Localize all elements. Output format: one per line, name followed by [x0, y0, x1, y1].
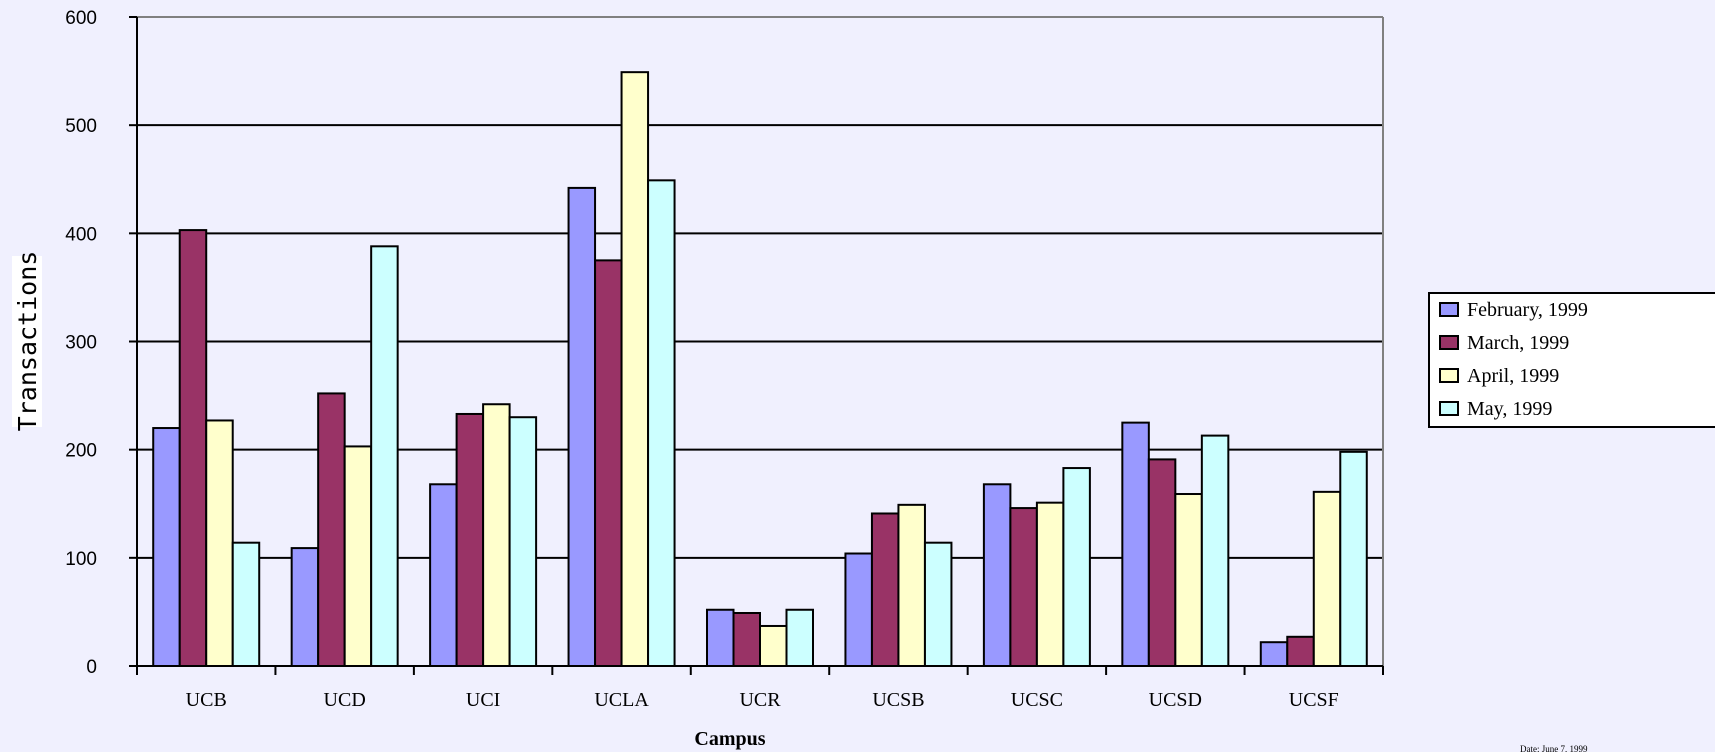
- x-tick-label: UCSB: [872, 689, 924, 711]
- bar-ucsc-series-3: [1035, 501, 1065, 667]
- legend-label: April, 1999: [1467, 365, 1559, 387]
- x-tick-labels: UCB UCD UCI UCLA UCR UCSB UCSC UCSD UCSF: [186, 689, 1339, 711]
- bar-ucd-series-2: [317, 392, 346, 667]
- bar-ucsb-series-4: [923, 541, 953, 667]
- axes: [129, 16, 1384, 675]
- bar-ucla-series-3: [620, 71, 650, 668]
- y-tick-label: 300: [65, 333, 97, 354]
- bar-ucsb-series-1: [844, 552, 873, 667]
- bar-ucr-series-1: [706, 608, 735, 668]
- bar-ucd-series-4: [370, 245, 399, 668]
- legend-label: February, 1999: [1467, 299, 1588, 321]
- bar-ucb-series-4: [231, 541, 261, 667]
- x-tick-label: UCB: [186, 689, 227, 711]
- legend-box: [1428, 292, 1715, 428]
- bar-ucla-series-1: [567, 186, 597, 668]
- y-tick-label: 100: [65, 549, 97, 570]
- bar-ucla-series-2: [594, 259, 623, 667]
- y-tick-label: 600: [65, 8, 97, 29]
- legend: February, 1999 March, 1999 April, 1999 May,…: [1428, 292, 1715, 428]
- bar-ucb-series-3: [205, 419, 234, 667]
- bar-ucb-series-1: [152, 427, 181, 667]
- bar-uci-series-3: [482, 403, 511, 667]
- x-axis-title: Campus: [694, 728, 765, 750]
- y-axis-title-background: [12, 256, 42, 427]
- y-axis-title: Transactions: [13, 251, 42, 432]
- bar-ucsf-series-3: [1312, 490, 1342, 667]
- y-tick-label: 500: [65, 116, 97, 137]
- legend-swatch: [1439, 368, 1459, 383]
- x-tick-label: UCD: [324, 689, 366, 711]
- bar-ucr-series-3: [759, 624, 788, 667]
- bar-ucsc-series-4: [1062, 467, 1091, 667]
- y-tick-label: 200: [65, 441, 97, 462]
- bar-ucr-series-2: [732, 611, 761, 668]
- bar-ucr-series-4: [785, 608, 814, 668]
- bar-ucd-series-3: [343, 445, 373, 667]
- bar-ucb-series-2: [178, 229, 208, 667]
- x-tick-label: UCLA: [594, 689, 649, 711]
- y-axis-title-group: Transactions: [12, 251, 42, 432]
- bar-ucd-series-1: [290, 547, 320, 667]
- bar-ucsf-series-4: [1339, 450, 1368, 667]
- x-tick-label: UCI: [466, 689, 500, 711]
- bar-ucsc-series-2: [1009, 507, 1038, 667]
- bar-ucsb-series-3: [897, 503, 926, 667]
- bar-ucla-series-4: [647, 179, 676, 667]
- bar-ucsd-series-1: [1121, 421, 1150, 667]
- plot-frame: [137, 16, 1384, 666]
- bar-ucsb-series-2: [870, 512, 900, 667]
- y-tick-label: 400: [65, 224, 97, 245]
- bar-ucsf-series-2: [1286, 635, 1315, 667]
- x-tick-label: UCSF: [1289, 689, 1339, 711]
- bar-ucsc-series-1: [982, 483, 1012, 667]
- bars: [152, 71, 1368, 668]
- bar-ucsf-series-1: [1259, 641, 1289, 667]
- x-tick-label: UCSD: [1149, 689, 1202, 711]
- bar-ucsd-series-4: [1200, 434, 1230, 668]
- y-tick-labels: 0 100 200 300 400 500 600: [65, 8, 97, 678]
- legend-swatch: [1439, 302, 1459, 317]
- legend-label: March, 1999: [1467, 332, 1569, 354]
- legend-swatch: [1439, 401, 1459, 416]
- bar-uci-series-1: [429, 483, 458, 667]
- bar-ucsd-series-2: [1147, 458, 1177, 667]
- bar-uci-series-2: [455, 412, 485, 668]
- y-tick-label: 0: [86, 657, 97, 678]
- x-tick-label: UCR: [739, 689, 781, 711]
- footnote-date: Date: June 7, 1999: [1520, 744, 1588, 752]
- bar-uci-series-4: [508, 416, 538, 668]
- legend-swatch: [1439, 335, 1459, 350]
- legend-label: May, 1999: [1467, 398, 1552, 420]
- bar-ucsd-series-3: [1174, 493, 1203, 668]
- x-tick-label: UCSC: [1011, 689, 1063, 711]
